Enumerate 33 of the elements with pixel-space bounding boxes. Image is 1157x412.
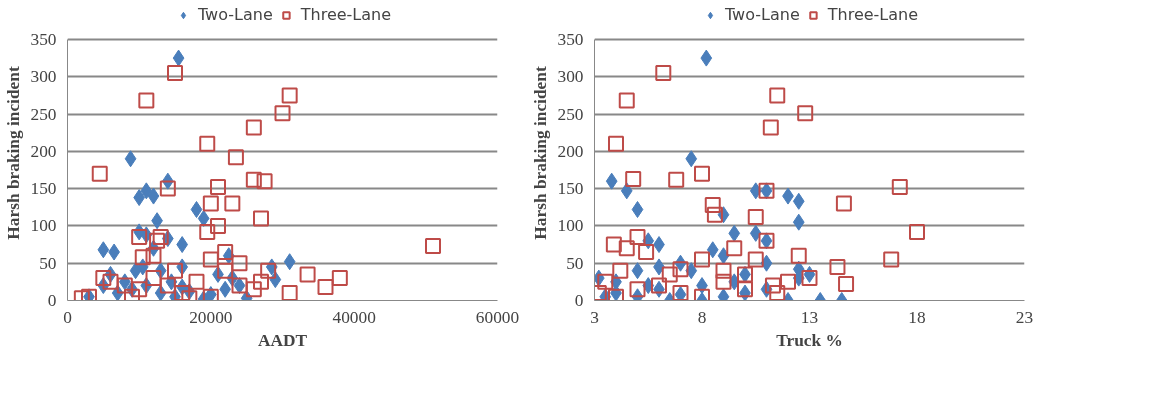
legend-label: Three-Lane [300,5,392,24]
x-tick-label: 13 [800,307,819,327]
y-tick-label: 0 [47,291,57,310]
y-tick-label: 350 [30,29,57,49]
x-tick-label: 23 [1015,307,1034,327]
x-axis-title: Truck % [776,330,843,350]
x-tick-label: 20000 [189,307,233,327]
y-tick-label: 50 [39,253,57,273]
x-tick-label: 40000 [332,307,376,327]
y-tick-label: 100 [557,216,584,236]
x-tick-label: 0 [63,307,72,327]
legend-label: Three-Lane [827,5,919,24]
y-tick-label: 250 [557,104,584,124]
y-tick-label: 150 [557,179,584,199]
y-axis-title: Harsh braking incident [3,66,23,240]
x-axis-title: AADT [257,330,308,350]
y-tick-label: 300 [30,67,57,87]
x-tick-label: 8 [697,307,707,327]
y-tick-label: 250 [30,104,57,124]
y-tick-label: 200 [30,141,57,161]
y-tick-label: 200 [557,141,584,161]
x-tick-label: 3 [590,307,599,327]
legend-label: Two-Lane [197,5,273,24]
x-tick-label: 60000 [475,307,520,327]
y-tick-label: 50 [566,253,584,273]
legend-label: Two-Lane [724,5,800,24]
y-tick-label: 100 [30,216,57,236]
y-tick-label: 300 [557,67,584,87]
y-tick-label: 150 [30,179,57,199]
y-tick-label: 350 [557,29,584,49]
y-tick-label: 0 [574,291,584,310]
x-tick-label: 18 [908,307,926,327]
y-axis-title: Harsh braking incident [530,66,550,240]
